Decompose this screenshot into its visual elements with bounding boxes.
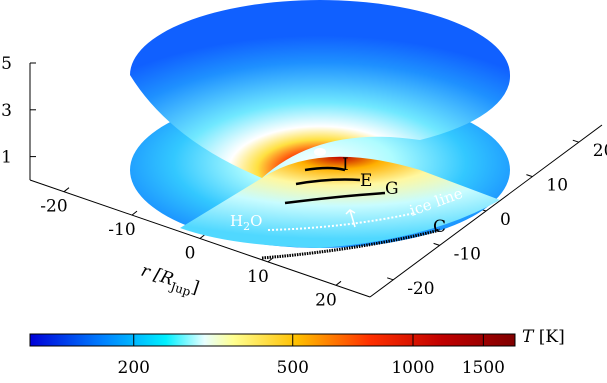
moon-label: G bbox=[385, 179, 399, 199]
x-tick bbox=[335, 280, 342, 286]
y-tick bbox=[572, 139, 579, 143]
y-tick-label: -10 bbox=[454, 244, 481, 264]
orbit-c bbox=[261, 228, 441, 260]
water-part: 2 bbox=[243, 220, 250, 233]
colorbar bbox=[29, 333, 516, 347]
orbit-e bbox=[295, 178, 361, 186]
x-tick-label: 0 bbox=[185, 244, 196, 264]
x-tick-label: -20 bbox=[40, 197, 67, 217]
ice-line bbox=[267, 212, 416, 231]
y-tick bbox=[387, 277, 394, 281]
axes bbox=[29, 62, 603, 298]
orbit-g bbox=[284, 191, 386, 205]
cutaway bbox=[180, 156, 500, 248]
y-tick bbox=[433, 242, 440, 246]
moon-label: I bbox=[342, 155, 349, 175]
planet-gap bbox=[314, 148, 326, 156]
upper-disk bbox=[130, 0, 511, 178]
x-tick bbox=[63, 187, 70, 193]
cbar-label-part: [K] bbox=[533, 327, 564, 347]
x-tick bbox=[131, 210, 138, 216]
ice-arrow bbox=[345, 209, 356, 228]
y-tick-label: -20 bbox=[407, 279, 434, 299]
x-tick-label: 20 bbox=[315, 290, 337, 310]
xlabel-part: Jup bbox=[167, 279, 193, 299]
water-part: O bbox=[250, 212, 262, 230]
colorbar-tick-label: 200 bbox=[118, 358, 150, 378]
y-tick-label: 20 bbox=[593, 141, 607, 161]
xlabel-part: ] bbox=[189, 277, 201, 298]
colorbar-tick-label: 500 bbox=[277, 358, 309, 378]
colorbar-label: T [K] bbox=[522, 327, 565, 347]
moon-label: C bbox=[433, 217, 446, 237]
y-tick-label: 10 bbox=[546, 176, 568, 196]
x-tick-label: 10 bbox=[247, 267, 269, 287]
y-tick bbox=[526, 174, 533, 178]
x-tick bbox=[267, 257, 274, 263]
orbit-i bbox=[304, 166, 346, 172]
z-tick-label: 1 bbox=[1, 148, 12, 168]
cbar-label-part: T bbox=[522, 327, 535, 347]
z-tick-label: 5 bbox=[1, 54, 12, 74]
water-part: H bbox=[230, 212, 243, 230]
x-axis-label: r [RJup] bbox=[138, 261, 202, 301]
y-tick-label: 0 bbox=[500, 210, 511, 230]
z-tick-label: 3 bbox=[1, 101, 12, 121]
colorbar-tick-label: 1500 bbox=[462, 358, 505, 378]
moon-label: E bbox=[360, 171, 372, 191]
colorbar-tick-label: 1000 bbox=[391, 358, 434, 378]
x-tick-label: -10 bbox=[108, 220, 135, 240]
water-label: H2O bbox=[230, 212, 262, 233]
